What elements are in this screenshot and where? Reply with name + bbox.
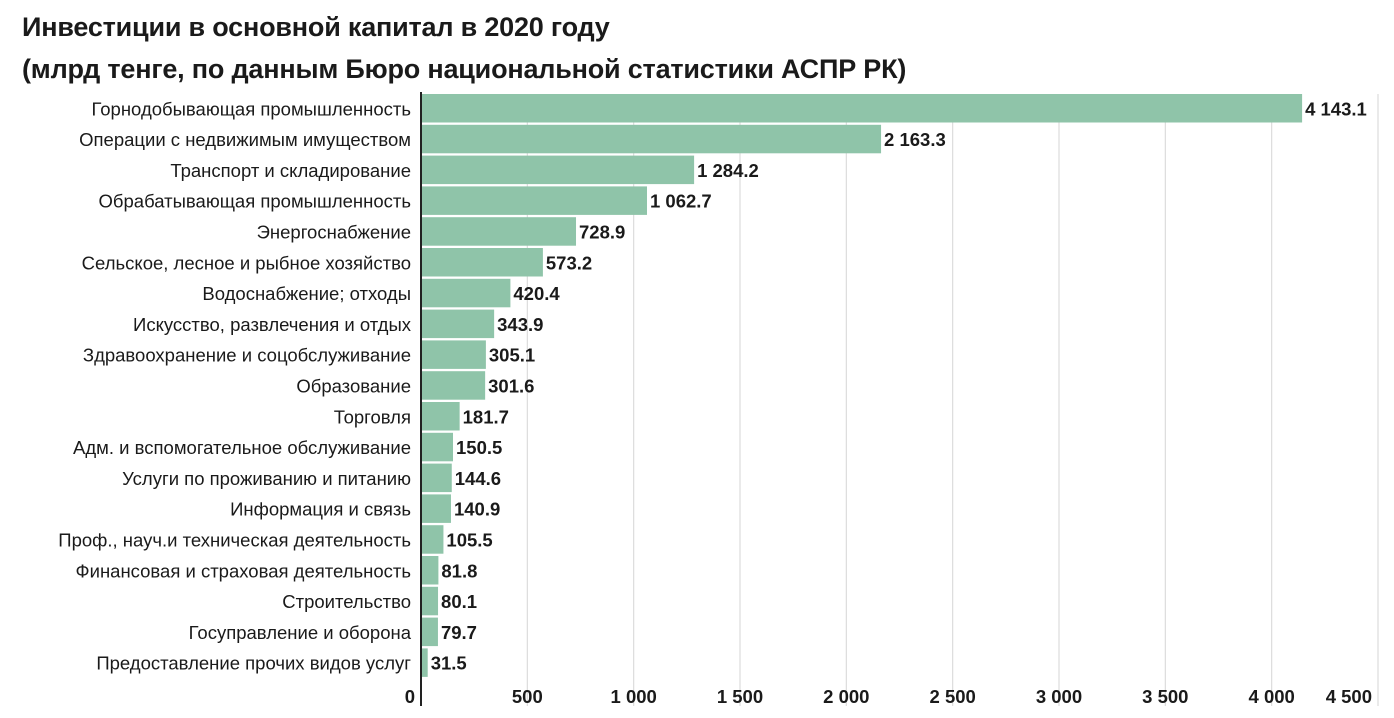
value-label: 1 284.2 — [697, 160, 759, 181]
category-label: Энергоснабжение — [257, 221, 411, 242]
value-label: 144.6 — [455, 468, 501, 489]
value-label: 728.9 — [579, 221, 625, 242]
x-tick-label: 500 — [512, 686, 543, 707]
gridlines — [526, 94, 1379, 706]
bar — [421, 525, 444, 554]
category-label: Обрабатывающая промышленность — [99, 191, 411, 212]
category-label: Здравоохранение и соцобслуживание — [83, 345, 411, 366]
value-label: 4 143.1 — [1305, 98, 1367, 119]
bar — [421, 463, 452, 493]
value-label: 80.1 — [441, 591, 477, 612]
category-label: Адм. и вспомогательное обслуживание — [73, 437, 411, 458]
value-label: 31.5 — [431, 653, 467, 674]
category-label: Услуги по проживанию и питанию — [122, 468, 411, 489]
x-tick-label: 1 500 — [717, 686, 763, 707]
bar — [421, 217, 577, 246]
bars — [421, 94, 1303, 677]
bar — [421, 556, 439, 585]
x-axis-ticks: 0 500 1 000 1 500 2 000 2 500 3 000 3 500 4 000 4… — [405, 686, 1372, 707]
value-label: 1 062.7 — [650, 191, 712, 212]
bar — [421, 248, 543, 277]
x-tick-label: 3 500 — [1142, 686, 1188, 707]
category-label: Торговля — [334, 406, 411, 427]
value-label: 181.7 — [463, 406, 509, 427]
x-tick-label: 3 000 — [1036, 686, 1082, 707]
value-label: 2 163.3 — [884, 129, 946, 150]
bar — [421, 155, 695, 185]
x-tick-label: 4 500 — [1326, 686, 1372, 707]
value-label: 105.5 — [446, 529, 492, 550]
category-label: Госуправление и оборона — [189, 622, 412, 643]
x-tick-label: 2 000 — [823, 686, 869, 707]
bar — [421, 648, 428, 677]
value-label: 150.5 — [456, 437, 502, 458]
value-labels: 4 143.1 2 163.3 1 284.2 1 062.7 728.9 573.2 42… — [431, 98, 1367, 673]
category-label: Операции с недвижимым имуществом — [79, 129, 411, 150]
category-labels: Горнодобывающая промышленность Операции с… — [58, 98, 411, 673]
value-label: 343.9 — [497, 314, 543, 335]
value-label: 305.1 — [489, 345, 535, 366]
category-label: Финансовая и страховая деятельность — [76, 560, 411, 581]
value-label: 573.2 — [546, 252, 592, 273]
category-label: Транспорт и складирование — [170, 160, 411, 181]
bar — [421, 309, 495, 339]
category-label: Предоставление прочих видов услуг — [96, 653, 411, 674]
category-label: Образование — [296, 375, 411, 396]
category-label: Информация и связь — [230, 499, 411, 520]
value-label: 81.8 — [441, 560, 477, 581]
bar — [421, 124, 882, 154]
bar — [421, 94, 1303, 123]
category-label: Проф., науч.и техническая деятельность — [58, 529, 411, 550]
x-tick-label: 1 000 — [611, 686, 657, 707]
bar — [421, 278, 511, 308]
category-label: Водоснабжение; отходы — [202, 283, 411, 304]
category-label: Горнодобывающая промышленность — [91, 98, 411, 119]
bar — [421, 186, 648, 215]
bar — [421, 340, 486, 369]
category-label: Искусство, развлечения и отдых — [133, 314, 412, 335]
value-label: 420.4 — [513, 283, 560, 304]
value-label: 140.9 — [454, 499, 500, 520]
x-tick-label: 4 000 — [1249, 686, 1295, 707]
category-label: Сельское, лесное и рыбное хозяйство — [82, 252, 411, 273]
chart-title: Инвестиции в основной капитал в 2020 год… — [22, 12, 610, 42]
bar — [421, 494, 451, 523]
chart-subtitle: (млрд тенге, по данным Бюро национальной… — [22, 54, 907, 84]
bar — [421, 586, 439, 616]
category-label: Строительство — [282, 591, 411, 612]
bar — [421, 371, 486, 400]
bar — [421, 432, 454, 462]
x-tick-label: 2 500 — [930, 686, 976, 707]
value-label: 301.6 — [488, 375, 534, 396]
bar — [421, 617, 438, 647]
bar — [421, 402, 460, 431]
x-tick-label: 0 — [405, 686, 415, 707]
value-label: 79.7 — [441, 622, 477, 643]
